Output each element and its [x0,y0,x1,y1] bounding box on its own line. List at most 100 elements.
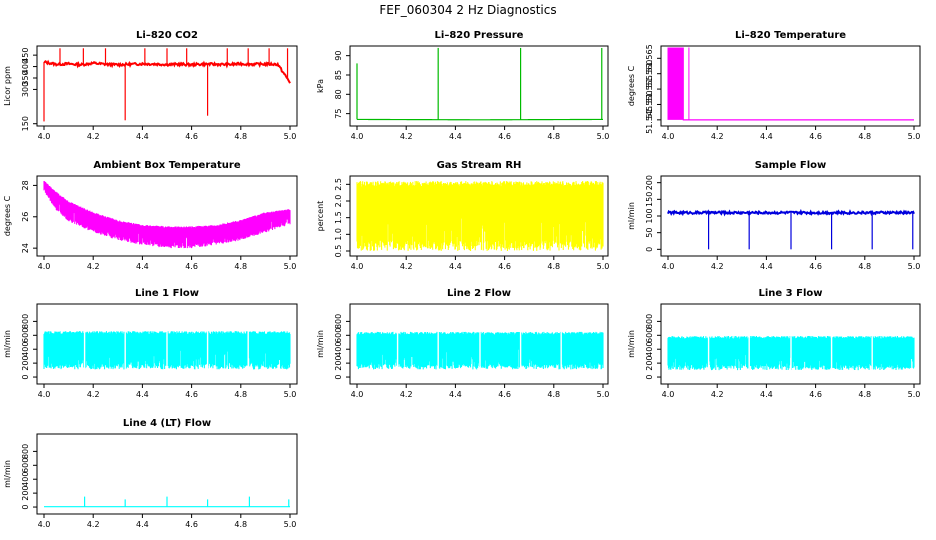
x-tick-label: 4.2 [711,262,724,271]
x-tick-label: 4.0 [351,262,364,271]
x-tick-label: 4.2 [400,390,413,399]
chart-line2: Line 2 Flow ml/min 4.0 4.2 4.4 4.6 4.8 5.0 0 2004… [316,288,609,399]
x-tick-label: 4.8 [858,132,871,141]
series-marks [667,47,914,121]
chart-title: Line 2 Flow [447,288,511,299]
plot-frame [660,303,921,385]
y-tick-label: 0 [21,374,30,379]
chart-title: Li–820 CO2 [136,30,198,41]
y-tick-label: 0 [645,374,654,379]
figure-title: FEF_060304 2 Hz Diagnostics [379,3,556,17]
x-tick-label: 4.6 [809,390,822,399]
x-tick-label: 4.4 [760,132,773,141]
series-marks [43,181,291,249]
x-tick-label: 4.6 [498,262,511,271]
x-tick-label: 4.0 [38,520,51,529]
x-tick-label: 4.4 [449,390,462,399]
x-tick-label: 4.8 [547,132,560,141]
x-tick-label: 5.0 [284,262,297,271]
x-tick-label: 4.6 [185,520,198,529]
chart-sample: Sample Flow ml/min 4.0 4.2 4.4 4.6 4.8 5.0 0 50 10… [627,160,921,271]
chart-title: Gas Stream RH [437,160,522,171]
y-axis-label: Licor ppm [3,66,12,106]
chart-line4: Line 4 (LT) Flow ml/min 4.0 4.2 4.4 4.6 4.8 5.0… [3,418,298,529]
y-tick-label: 600 [21,328,30,343]
y-tick-label: 600 [645,328,654,343]
chart-line1: Line 1 Flow ml/min 4.0 4.2 4.4 4.6 4.8 5.0 0 2004… [3,288,298,399]
x-tick-label: 4.4 [136,390,149,399]
x-tick-label: 4.4 [136,520,149,529]
x-tick-label: 5.0 [908,132,921,141]
series-marks [667,208,915,250]
y-tick-label: 28 [21,180,30,190]
y-tick-label: 800 [334,314,343,329]
chart-panels: Li–820 CO2 Licor ppm 4.0 4.2 4.4 4.6 4.8 5.0 150… [3,30,921,529]
y-axis-label: ml/min [627,202,636,230]
x-tick-label: 4.8 [547,262,560,271]
series-marks [356,181,604,251]
y-tick-label: 2.0 [334,195,343,208]
x-tick-label: 4.4 [449,262,462,271]
y-axis-label: ml/min [3,330,12,358]
y-tick-label: 400 [645,342,654,357]
x-tick-label: 4.8 [858,262,871,271]
series-marks [44,496,290,508]
chart-temperature: Li–820 Temperature degrees C 4.0 4.2 4.4 4.6 4… [627,30,921,141]
chart-rh: Gas Stream RH percent 4.0 4.2 4.4 4.6 4.8 5.0 0.… [316,160,609,271]
series-marks [356,330,604,371]
x-tick-label: 4.4 [760,262,773,271]
y-axis-label: kPa [316,79,325,93]
y-tick-label: 200 [334,355,343,370]
y-tick-label: 0 [645,247,654,252]
x-tick-label: 4.8 [234,262,247,271]
x-tick-label: 4.2 [87,132,100,141]
x-tick-label: 4.0 [351,390,364,399]
y-tick-label: 24 [21,243,30,253]
x-tick-label: 4.8 [234,132,247,141]
y-tick-label: 1.5 [334,211,343,224]
chart-line3: Line 3 Flow ml/min 4.0 4.2 4.4 4.6 4.8 5.0 0 2004… [627,288,921,399]
y-axis-label: ml/min [316,330,325,358]
series-marks [667,335,915,372]
x-tick-label: 4.2 [87,262,100,271]
y-tick-label: 26 [21,212,30,222]
y-tick-label: 50 [645,228,654,238]
x-tick-label: 4.0 [38,132,51,141]
chart-pressure: Li–820 Pressure kPa 4.0 4.2 4.4 4.6 4.8 5.0 75 80… [316,30,609,141]
plot-frame [660,45,921,127]
y-tick-label: 200 [645,355,654,370]
y-tick-label: 800 [21,314,30,329]
y-tick-label: 150 [21,116,30,131]
y-tick-label: 600 [21,458,30,473]
x-tick-label: 4.6 [809,132,822,141]
y-tick-label: 600 [334,328,343,343]
y-tick-label: 100 [645,208,654,223]
chart-title: Line 1 Flow [135,288,199,299]
chart-co2: Li–820 CO2 Licor ppm 4.0 4.2 4.4 4.6 4.8 5.0 150… [3,30,298,141]
x-tick-label: 4.6 [185,262,198,271]
y-tick-label: 0.5 [334,245,343,258]
chart-title: Line 3 Flow [759,288,823,299]
x-tick-label: 4.6 [498,132,511,141]
x-tick-label: 4.8 [547,390,560,399]
series-band [356,181,604,251]
x-tick-label: 5.0 [284,132,297,141]
y-tick-label: 400 [21,342,30,357]
x-tick-label: 5.0 [597,390,610,399]
series-band [43,181,291,249]
x-tick-label: 4.6 [809,262,822,271]
y-tick-label: 51.565 [645,44,654,72]
chart-title: Li–820 Pressure [435,30,524,41]
y-tick-label: 51.550 [645,90,654,118]
x-tick-label: 4.4 [136,132,149,141]
x-tick-label: 4.0 [662,390,675,399]
y-tick-label: 300 [21,82,30,97]
x-tick-label: 4.2 [87,390,100,399]
y-tick-label: 800 [21,444,30,459]
x-tick-label: 4.6 [185,132,198,141]
y-tick-label: 80 [334,89,343,99]
y-tick-label: 150 [645,192,654,207]
plot-frame [36,175,298,257]
x-tick-label: 4.8 [234,520,247,529]
x-tick-label: 4.4 [136,262,149,271]
